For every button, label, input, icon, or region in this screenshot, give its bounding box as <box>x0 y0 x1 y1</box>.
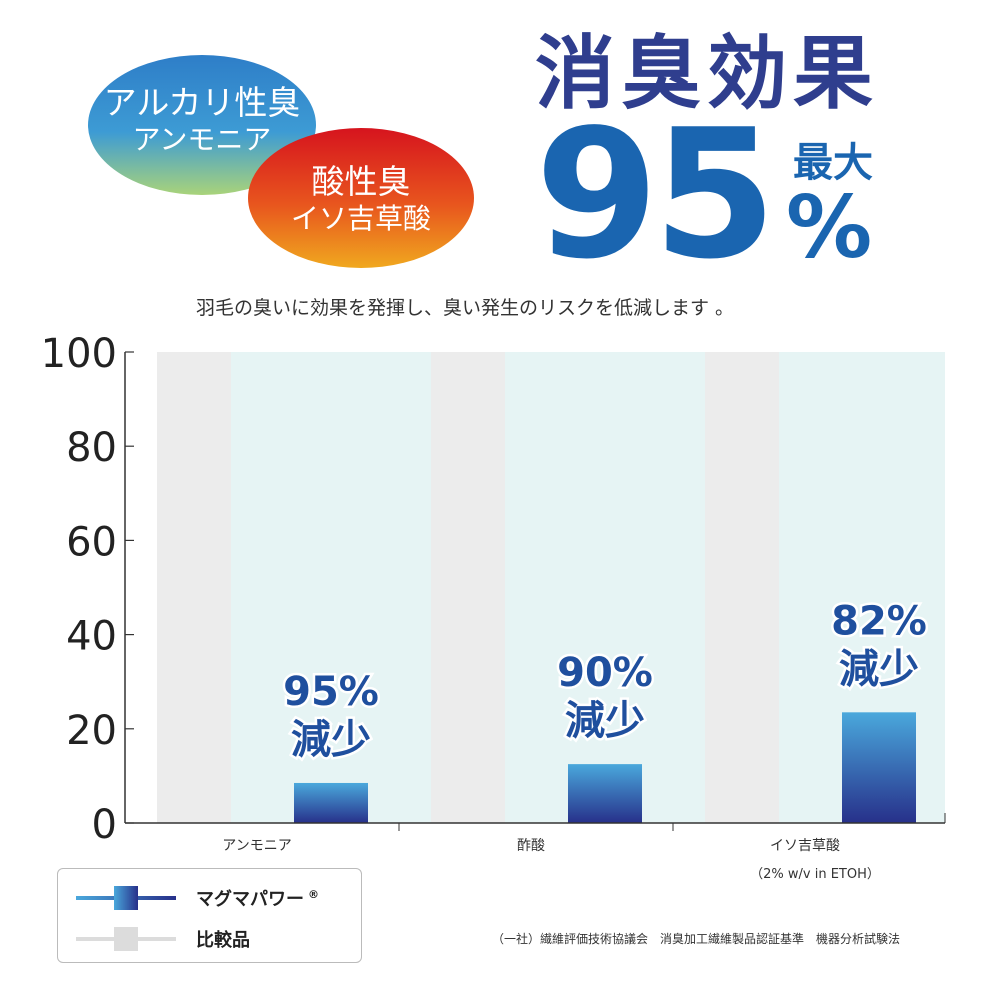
alkaline-odor-title: アルカリ性臭 <box>103 83 301 122</box>
registered-mark: ® <box>308 888 319 901</box>
y-tick-label: 20 <box>66 708 117 754</box>
alkaline-odor-badge: アルカリ性臭 アンモニア <box>88 55 316 195</box>
headline-number: 95 <box>535 91 777 298</box>
headline-max-label: 最大 <box>793 140 873 186</box>
acidic-odor-title: 酸性臭 <box>311 162 411 201</box>
reduction-percent: 90% <box>557 650 653 696</box>
bar-magma <box>294 782 368 823</box>
x-tick-label: 酢酸 <box>517 838 545 854</box>
y-tick-label: 100 <box>41 331 117 377</box>
bar-magma <box>568 764 642 823</box>
x-tick-note: （2% w/v in ETOH） <box>750 867 880 882</box>
reduction-label: 減少 <box>839 646 919 692</box>
x-tick-label: イソ吉草酸 <box>770 838 840 854</box>
legend-label-compare: 比較品 <box>196 930 250 951</box>
legend-text-magma: マグマパワー <box>196 889 304 910</box>
alkaline-odor-sub: アンモニア <box>132 123 272 156</box>
acidic-odor-sub: イソ吉草酸 <box>290 202 431 235</box>
bar-compare <box>431 352 505 823</box>
legend-swatch-magma <box>114 886 138 910</box>
bar-compare <box>157 352 231 823</box>
bar-compare <box>705 352 779 823</box>
reduction-label: 減少 <box>565 698 645 744</box>
caption-text: 羽毛の臭いに効果を発揮し、臭い発生のリスクを低減します 。 <box>196 297 735 319</box>
legend-label-magma: マグマパワー ® <box>196 885 319 911</box>
plot-background <box>157 352 945 823</box>
x-tick-label: アンモニア <box>222 838 291 854</box>
headline-percent: % <box>786 178 873 278</box>
reduction-percent: 82% <box>831 598 927 644</box>
headline-title: 消臭効果 <box>535 27 879 120</box>
acidic-odor-badge: 酸性臭 イソ吉草酸 <box>248 128 474 268</box>
reduction-percent: 95% <box>283 669 379 715</box>
y-tick-label: 0 <box>92 802 117 848</box>
legend-swatch-compare <box>114 927 138 951</box>
y-tick-label: 40 <box>66 614 117 660</box>
bar-magma <box>842 712 916 823</box>
y-tick-label: 60 <box>66 519 117 565</box>
test-method-footnote: （一社）繊維評価技術協議会 消臭加工繊維製品認証基準 機器分析試験法 <box>492 932 901 946</box>
reduction-label: 減少 <box>291 717 371 763</box>
chart-legend: マグマパワー ® 比較品 <box>57 868 362 963</box>
y-tick-label: 80 <box>66 425 117 471</box>
